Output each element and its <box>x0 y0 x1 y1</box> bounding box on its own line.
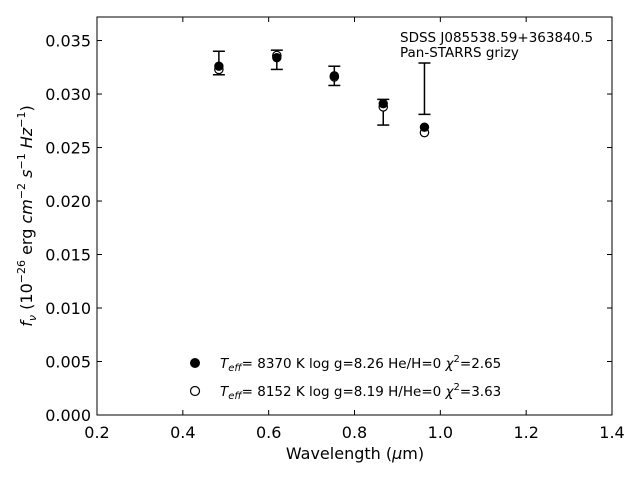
x-tick-label: 0.8 <box>342 423 367 442</box>
x-axis-ticks: 0.2 0.4 0.6 0.8 1.0 1.2 1.4 <box>84 17 625 442</box>
legend-marker-open <box>189 385 201 397</box>
legend-entry-1: Teff= 8370 K log g=8.26 He/H=0 χ2=2.65 <box>220 354 501 374</box>
y-tick-label: 0.010 <box>45 299 91 318</box>
x-axis-label: Wavelength (μm) <box>286 444 424 463</box>
legend: Teff= 8370 K log g=8.26 He/H=0 χ2=2.65 T… <box>189 354 501 402</box>
annotation-object-name: SDSS J085538.59+363840.5 <box>400 30 593 46</box>
data-point-filled <box>272 52 282 63</box>
x-tick-label: 1.4 <box>599 423 624 442</box>
data-point-filled <box>329 71 340 81</box>
y-tick-label: 0.005 <box>45 353 91 372</box>
legend-1-teff: 8370 K <box>257 356 306 372</box>
annotation-survey: Pan-STARRS grizy <box>400 45 519 61</box>
y-tick-label: 0.025 <box>45 139 91 158</box>
legend-2-chi2: =3.63 <box>460 384 501 400</box>
y-tick-label: 0.015 <box>45 246 91 265</box>
y-tick-label: 0.030 <box>45 85 91 104</box>
legend-1-logg: log g=8.26 <box>309 356 384 372</box>
x-tick-label: 0.2 <box>84 423 109 442</box>
legend-2-logg: log g=8.19 <box>309 384 384 400</box>
data-points <box>214 50 430 138</box>
y-axis-ticks: 0.000 0.005 0.010 0.015 0.020 0.025 0.030 0.035 <box>45 32 612 425</box>
y-tick-label: 0.035 <box>45 32 91 51</box>
legend-1-chi2: =2.65 <box>460 356 501 372</box>
data-point-filled <box>419 122 430 132</box>
y-axis-label: fν (10−26 erg cm−2 s−1 Hz−1) <box>15 105 39 326</box>
y-tick-label: 0.000 <box>45 406 91 425</box>
legend-2-teff: 8152 K <box>257 384 306 400</box>
x-tick-label: 1.0 <box>428 423 453 442</box>
x-tick-label: 0.4 <box>170 423 195 442</box>
legend-entry-2: Teff= 8152 K log g=8.19 H/He=0 χ2=3.63 <box>220 382 501 402</box>
legend-1-comp: He/H=0 <box>388 356 441 372</box>
data-point-filled <box>378 98 388 109</box>
legend-marker-filled <box>190 358 200 368</box>
x-tick-label: 0.6 <box>256 423 281 442</box>
x-tick-label: 1.2 <box>513 423 538 442</box>
legend-2-comp: H/He=0 <box>388 384 441 400</box>
plot-area <box>96 16 613 416</box>
y-tick-label: 0.020 <box>45 192 91 211</box>
data-point-filled <box>214 61 224 71</box>
